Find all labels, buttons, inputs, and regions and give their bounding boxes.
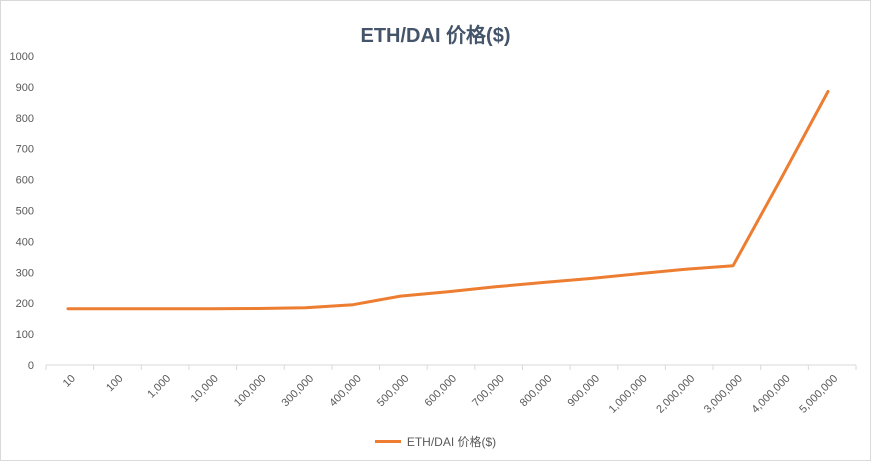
legend: ETH/DAI 价格($) <box>1 433 870 450</box>
y-tick-label: 100 <box>16 329 34 341</box>
x-tick-label: 100 <box>104 373 125 394</box>
x-tick-label: 10 <box>61 373 78 390</box>
y-tick-label: 400 <box>16 236 34 248</box>
x-tick-label: 800,000 <box>518 373 555 410</box>
x-tick-label: 4,000,000 <box>750 373 793 416</box>
y-tick-label: 300 <box>16 267 34 279</box>
legend-swatch <box>374 440 401 443</box>
x-tick-label: 400,000 <box>327 373 364 410</box>
y-tick-label: 0 <box>28 360 34 372</box>
x-tick-label: 300,000 <box>280 373 317 410</box>
x-tick-label: 10,000 <box>189 373 221 405</box>
x-tick-label: 1,000 <box>145 373 173 401</box>
x-tick-label: 1,000,000 <box>607 373 650 416</box>
y-tick-label: 700 <box>16 144 34 156</box>
y-tick-label: 600 <box>16 175 34 187</box>
x-tick-label: 600,000 <box>423 373 460 410</box>
chart-title: ETH/DAI 价格($) <box>360 25 511 47</box>
series-line <box>66 90 830 311</box>
x-tick-label: 100,000 <box>232 373 269 410</box>
y-tick-label: 200 <box>16 298 34 310</box>
x-tick-label: 900,000 <box>565 373 602 410</box>
y-tick-label: 1000 <box>10 51 34 63</box>
y-tick-label: 900 <box>16 82 34 94</box>
x-tick-label: 5,000,000 <box>797 373 840 416</box>
x-tick-label: 700,000 <box>470 373 507 410</box>
y-tick-label: 800 <box>16 113 34 125</box>
y-tick-label: 500 <box>16 206 34 218</box>
x-tick-label: 500,000 <box>375 373 412 410</box>
legend-label: ETH/DAI 价格($) <box>406 435 497 449</box>
x-tick-label: 2,000,000 <box>654 373 697 416</box>
x-tick-label: 3,000,000 <box>702 373 745 416</box>
